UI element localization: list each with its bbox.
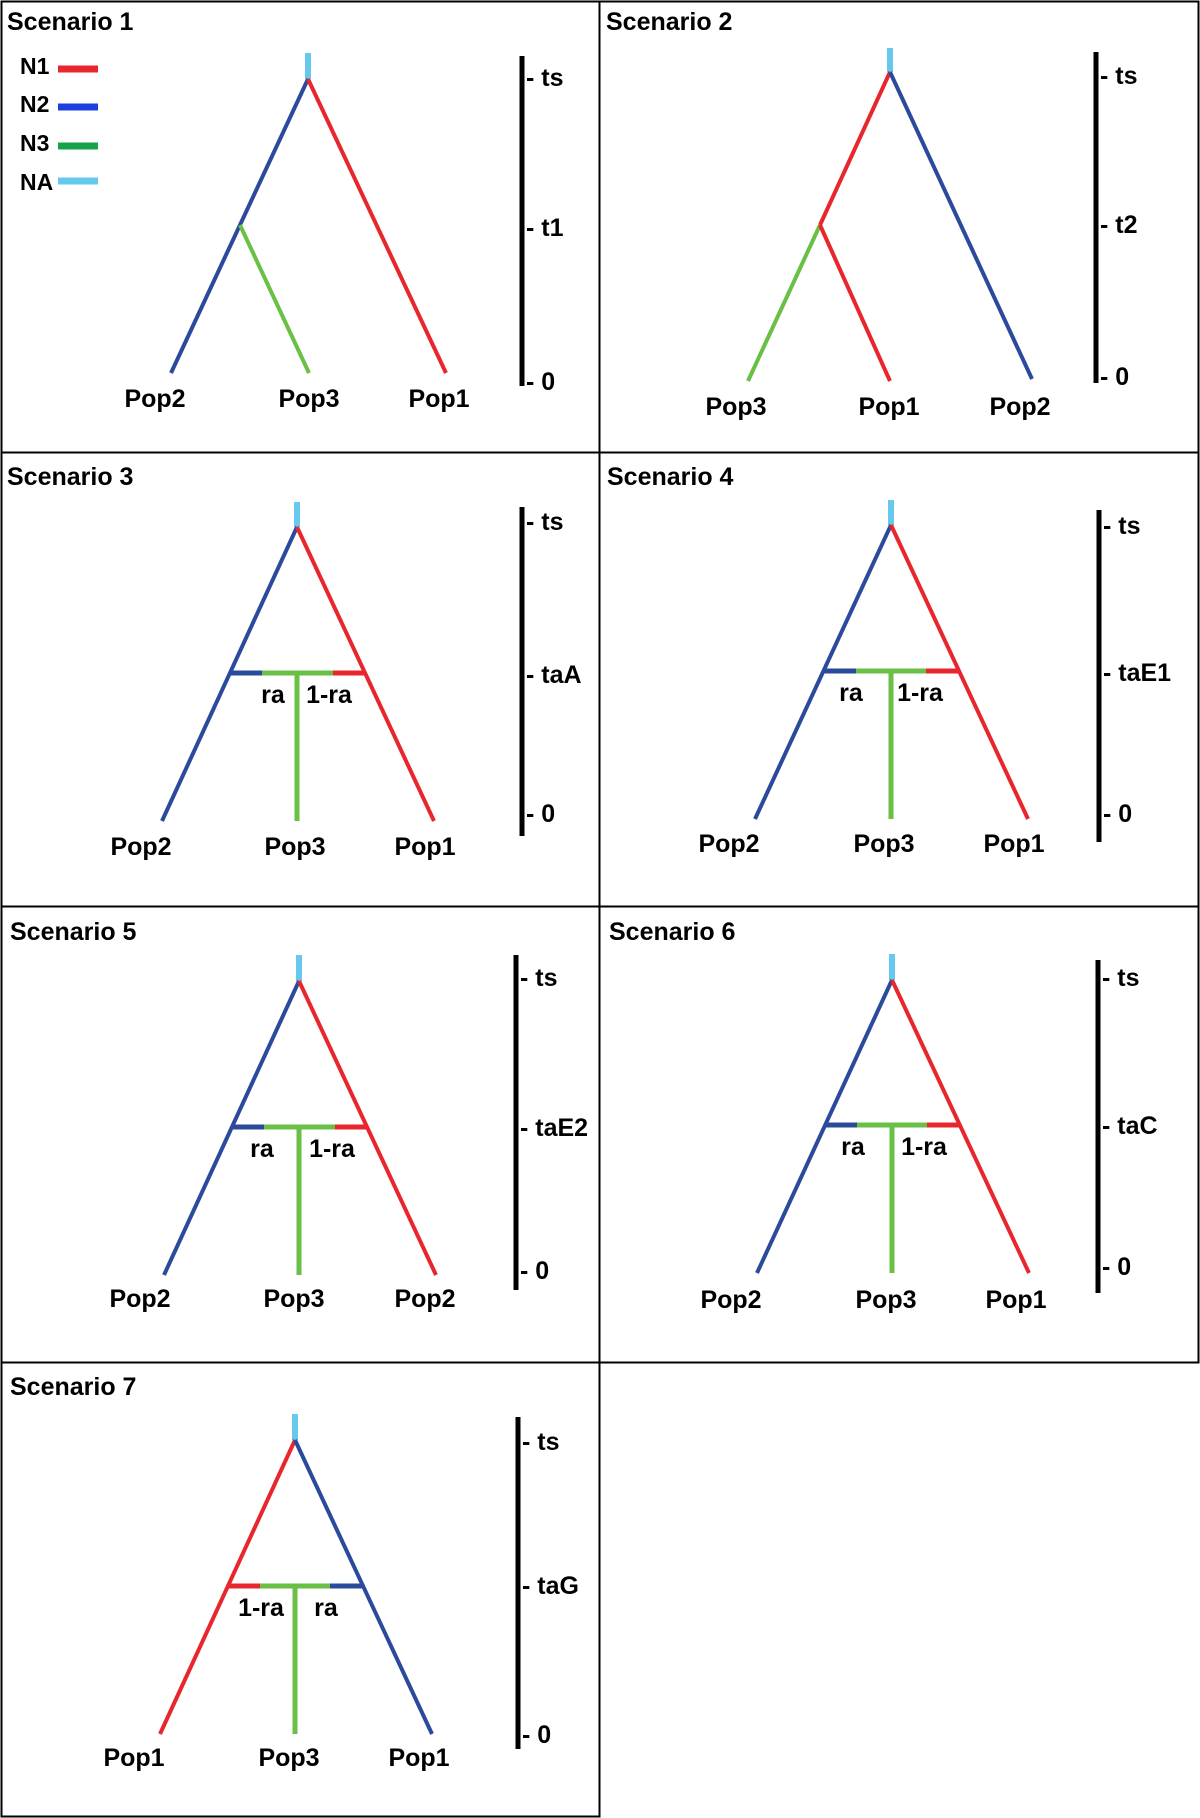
scenario-6: Scenario 6 ra 1-ra - ts - taC - 0 Pop2 P…: [609, 918, 1158, 1314]
tick-label-mid: - taE1: [1103, 659, 1171, 687]
panel-frame-6: [598, 905, 1200, 1364]
ra-label-left: ra: [839, 679, 864, 707]
branch-inner-left: [746, 224, 822, 382]
pop-label-right: Pop1: [983, 830, 1044, 858]
legend: N1 N2 N3 NA: [20, 53, 98, 195]
tick-label-mid: - taA: [526, 661, 582, 689]
ra-label-left: ra: [261, 681, 286, 709]
pop-label-left: Pop2: [110, 833, 171, 861]
tick-label-mid: - taG: [522, 1572, 579, 1600]
tick-label-zero: - 0: [1103, 800, 1132, 828]
ra-label-left: ra: [250, 1135, 275, 1163]
scenario-1: Scenario 1 - ts - t1 - 0 Pop2 Pop3 Pop1: [7, 8, 564, 413]
tick-label-mid: - taE2: [520, 1114, 588, 1142]
tick-label-top: - ts: [526, 64, 564, 92]
branch-inner: [238, 224, 311, 374]
tick-label-top: - ts: [520, 964, 558, 992]
legend-label-na: NA: [20, 169, 53, 195]
tick-label-mid: - t2: [1100, 211, 1138, 239]
branch-right: [306, 78, 448, 374]
legend-label-n3: N3: [20, 130, 49, 156]
tick-label-zero: - 0: [526, 800, 555, 828]
branch-right: [890, 979, 1031, 1274]
branch-right: [293, 1439, 434, 1735]
tick-label-top: - ts: [1103, 512, 1141, 540]
ra-label-left: 1-ra: [238, 1594, 285, 1622]
scenario-4: Scenario 4 ra 1-ra - ts - taE1 - 0 Pop2 …: [607, 463, 1171, 858]
branch-left: [162, 980, 301, 1276]
tick-label-top: - ts: [526, 508, 564, 536]
scenario-title: Scenario 1: [7, 8, 134, 36]
ra-label-left: ra: [841, 1133, 866, 1161]
ra-label-right: 1-ra: [897, 679, 944, 707]
ra-label-right: ra: [314, 1594, 339, 1622]
pop-label-right: Pop1: [394, 833, 455, 861]
tick-label-top: - ts: [1102, 964, 1140, 992]
ra-label-right: 1-ra: [901, 1133, 948, 1161]
pop-label-right: Pop2: [394, 1285, 455, 1313]
legend-label-n1: N1: [20, 53, 50, 79]
branch-left: [160, 526, 299, 822]
pop-label-right: Pop1: [985, 1286, 1046, 1314]
pop-label-left: Pop2: [109, 1285, 170, 1313]
pop-label-left: Pop3: [705, 393, 766, 421]
scenario-7: Scenario 7 1-ra ra - ts - taG - 0 Pop1 P…: [10, 1373, 579, 1772]
tick-label-zero: - 0: [1102, 1253, 1131, 1281]
scenario-title: Scenario 4: [607, 463, 734, 491]
branch-left: [753, 524, 893, 820]
tick-label-top: - ts: [1100, 62, 1138, 90]
scenario-title: Scenario 3: [7, 463, 133, 491]
tick-label-zero: - 0: [520, 1257, 549, 1285]
tick-label-mid: - t1: [526, 214, 564, 242]
branch-left: [755, 979, 894, 1274]
scenario-title: Scenario 7: [10, 1373, 136, 1401]
pop-label-right: Pop1: [388, 1744, 449, 1772]
scenario-title: Scenario 6: [609, 918, 735, 946]
pop-label-center: Pop3: [263, 1285, 324, 1313]
pop-label-center: Pop1: [858, 393, 919, 421]
panel-frame-7: [0, 1361, 601, 1818]
branch-inner-right: [818, 224, 892, 382]
branch-right: [297, 980, 438, 1276]
scenario-2: Scenario 2 - ts - t2 - 0 Pop3 Pop1 Pop2: [606, 8, 1138, 421]
pop-label-left: Pop2: [700, 1286, 761, 1314]
pop-label-right: Pop1: [408, 385, 469, 413]
tick-label-zero: - 0: [526, 368, 555, 396]
branch-right: [295, 526, 436, 822]
scenario-3: Scenario 3 ra 1-ra - ts - taA - 0 Pop2 P…: [7, 463, 582, 861]
ra-label-right: 1-ra: [309, 1135, 356, 1163]
branch-right: [888, 71, 1034, 380]
pop-label-right: Pop2: [989, 393, 1050, 421]
pop-label-left: Pop2: [698, 830, 759, 858]
tick-label-top: - ts: [522, 1428, 560, 1456]
scenario-5: Scenario 5 ra 1-ra - ts - taE2 - 0 Pop2 …: [10, 918, 588, 1313]
pop-label-center: Pop3: [853, 830, 914, 858]
tick-label-mid: - taC: [1102, 1112, 1158, 1140]
branch-left: [818, 71, 892, 226]
branch-right: [889, 524, 1030, 820]
scenario-title: Scenario 2: [606, 8, 732, 36]
pop-label-center: Pop3: [278, 385, 339, 413]
tick-label-zero: - 0: [522, 1721, 551, 1749]
legend-label-n2: N2: [20, 91, 49, 117]
pop-label-center: Pop3: [855, 1286, 916, 1314]
pop-label-center: Pop3: [258, 1744, 319, 1772]
scenario-title: Scenario 5: [10, 918, 137, 946]
tick-label-zero: - 0: [1100, 363, 1129, 391]
pop-label-left: Pop2: [124, 385, 185, 413]
pop-label-center: Pop3: [264, 833, 325, 861]
ra-label-right: 1-ra: [306, 681, 353, 709]
branch-left: [158, 1439, 297, 1735]
pop-label-left: Pop1: [103, 1744, 164, 1772]
